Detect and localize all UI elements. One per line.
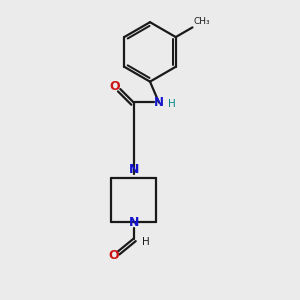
Text: CH₃: CH₃ [194, 17, 211, 26]
Text: O: O [110, 80, 120, 93]
Text: H: H [142, 236, 150, 247]
Text: H: H [167, 99, 175, 109]
Text: N: N [128, 163, 139, 176]
Text: O: O [108, 249, 119, 262]
Text: N: N [128, 216, 139, 229]
Text: N: N [154, 96, 164, 109]
